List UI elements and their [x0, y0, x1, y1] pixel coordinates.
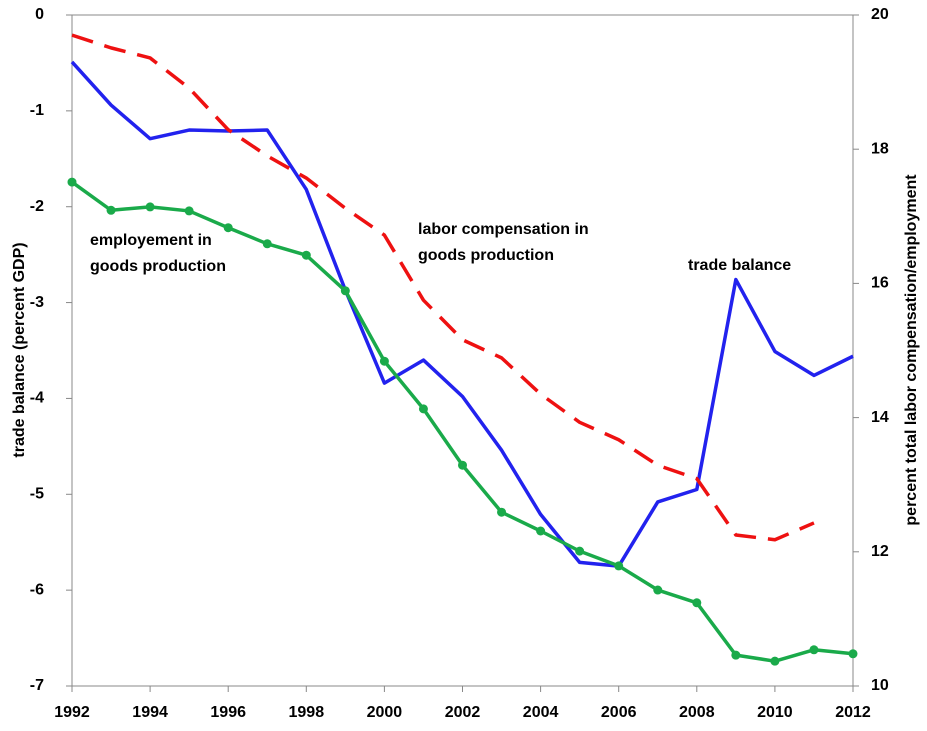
series-marker	[67, 177, 77, 187]
y2-tick-label: 20	[871, 6, 889, 23]
series-line	[70, 60, 854, 568]
annotation: goods production	[90, 258, 226, 275]
x-tick-label: 2002	[445, 704, 481, 721]
x-tick-label: 2000	[367, 704, 403, 721]
annotation: labor compensation in	[418, 221, 589, 238]
series-line	[71, 33, 815, 542]
y-tick-label: -1	[30, 102, 44, 119]
y-tick-label: -7	[30, 677, 44, 694]
y2-axis-label: percent total labor compensation/employm…	[903, 174, 920, 526]
x-tick-label: 2004	[523, 704, 559, 721]
plot-frame	[71, 14, 854, 687]
y2-tick-label: 18	[871, 140, 889, 157]
series-marker	[458, 460, 467, 470]
y-tick-label: -6	[30, 581, 44, 598]
x-tick-label: 2008	[679, 704, 715, 721]
x-tick-label: 1992	[54, 704, 90, 721]
series-marker	[145, 202, 155, 212]
series-marker	[497, 507, 507, 517]
y-tick-label: -5	[30, 486, 44, 503]
series-marker	[809, 645, 819, 655]
y2-tick-label: 12	[871, 543, 889, 560]
series-marker	[301, 250, 311, 260]
series-marker	[692, 598, 702, 608]
series-marker	[184, 206, 194, 216]
series-marker	[770, 656, 780, 666]
annotation: employement in	[90, 232, 212, 249]
series-marker	[106, 205, 116, 215]
x-tick-label: 2006	[601, 704, 637, 721]
annotation: goods production	[418, 247, 554, 264]
series-marker	[575, 546, 585, 556]
series-marker	[848, 649, 858, 659]
y2-tick-label: 16	[871, 275, 889, 292]
y2-tick-label: 14	[871, 409, 889, 426]
series-marker	[223, 223, 233, 233]
series-marker	[653, 585, 663, 595]
series-marker	[614, 561, 624, 571]
series-marker	[418, 404, 428, 414]
x-tick-label: 1994	[132, 704, 168, 721]
series-marker	[731, 650, 741, 660]
series-marker	[536, 526, 546, 536]
x-tick-label: 1998	[289, 704, 325, 721]
y-tick-label: 0	[35, 6, 44, 23]
x-tick-label: 1996	[210, 704, 246, 721]
y-tick-label: -3	[30, 294, 44, 311]
y2-tick-label: 10	[871, 677, 889, 694]
x-tick-label: 2012	[835, 704, 871, 721]
series-marker	[262, 239, 272, 249]
y-axis-label: trade balance (percent GDP)	[11, 242, 28, 457]
y-tick-label: -4	[30, 390, 44, 407]
x-tick-label: 2010	[757, 704, 793, 721]
y-tick-label: -2	[30, 198, 44, 215]
series-marker	[379, 356, 389, 366]
series-marker	[340, 286, 350, 296]
annotation: trade balance	[688, 257, 791, 274]
